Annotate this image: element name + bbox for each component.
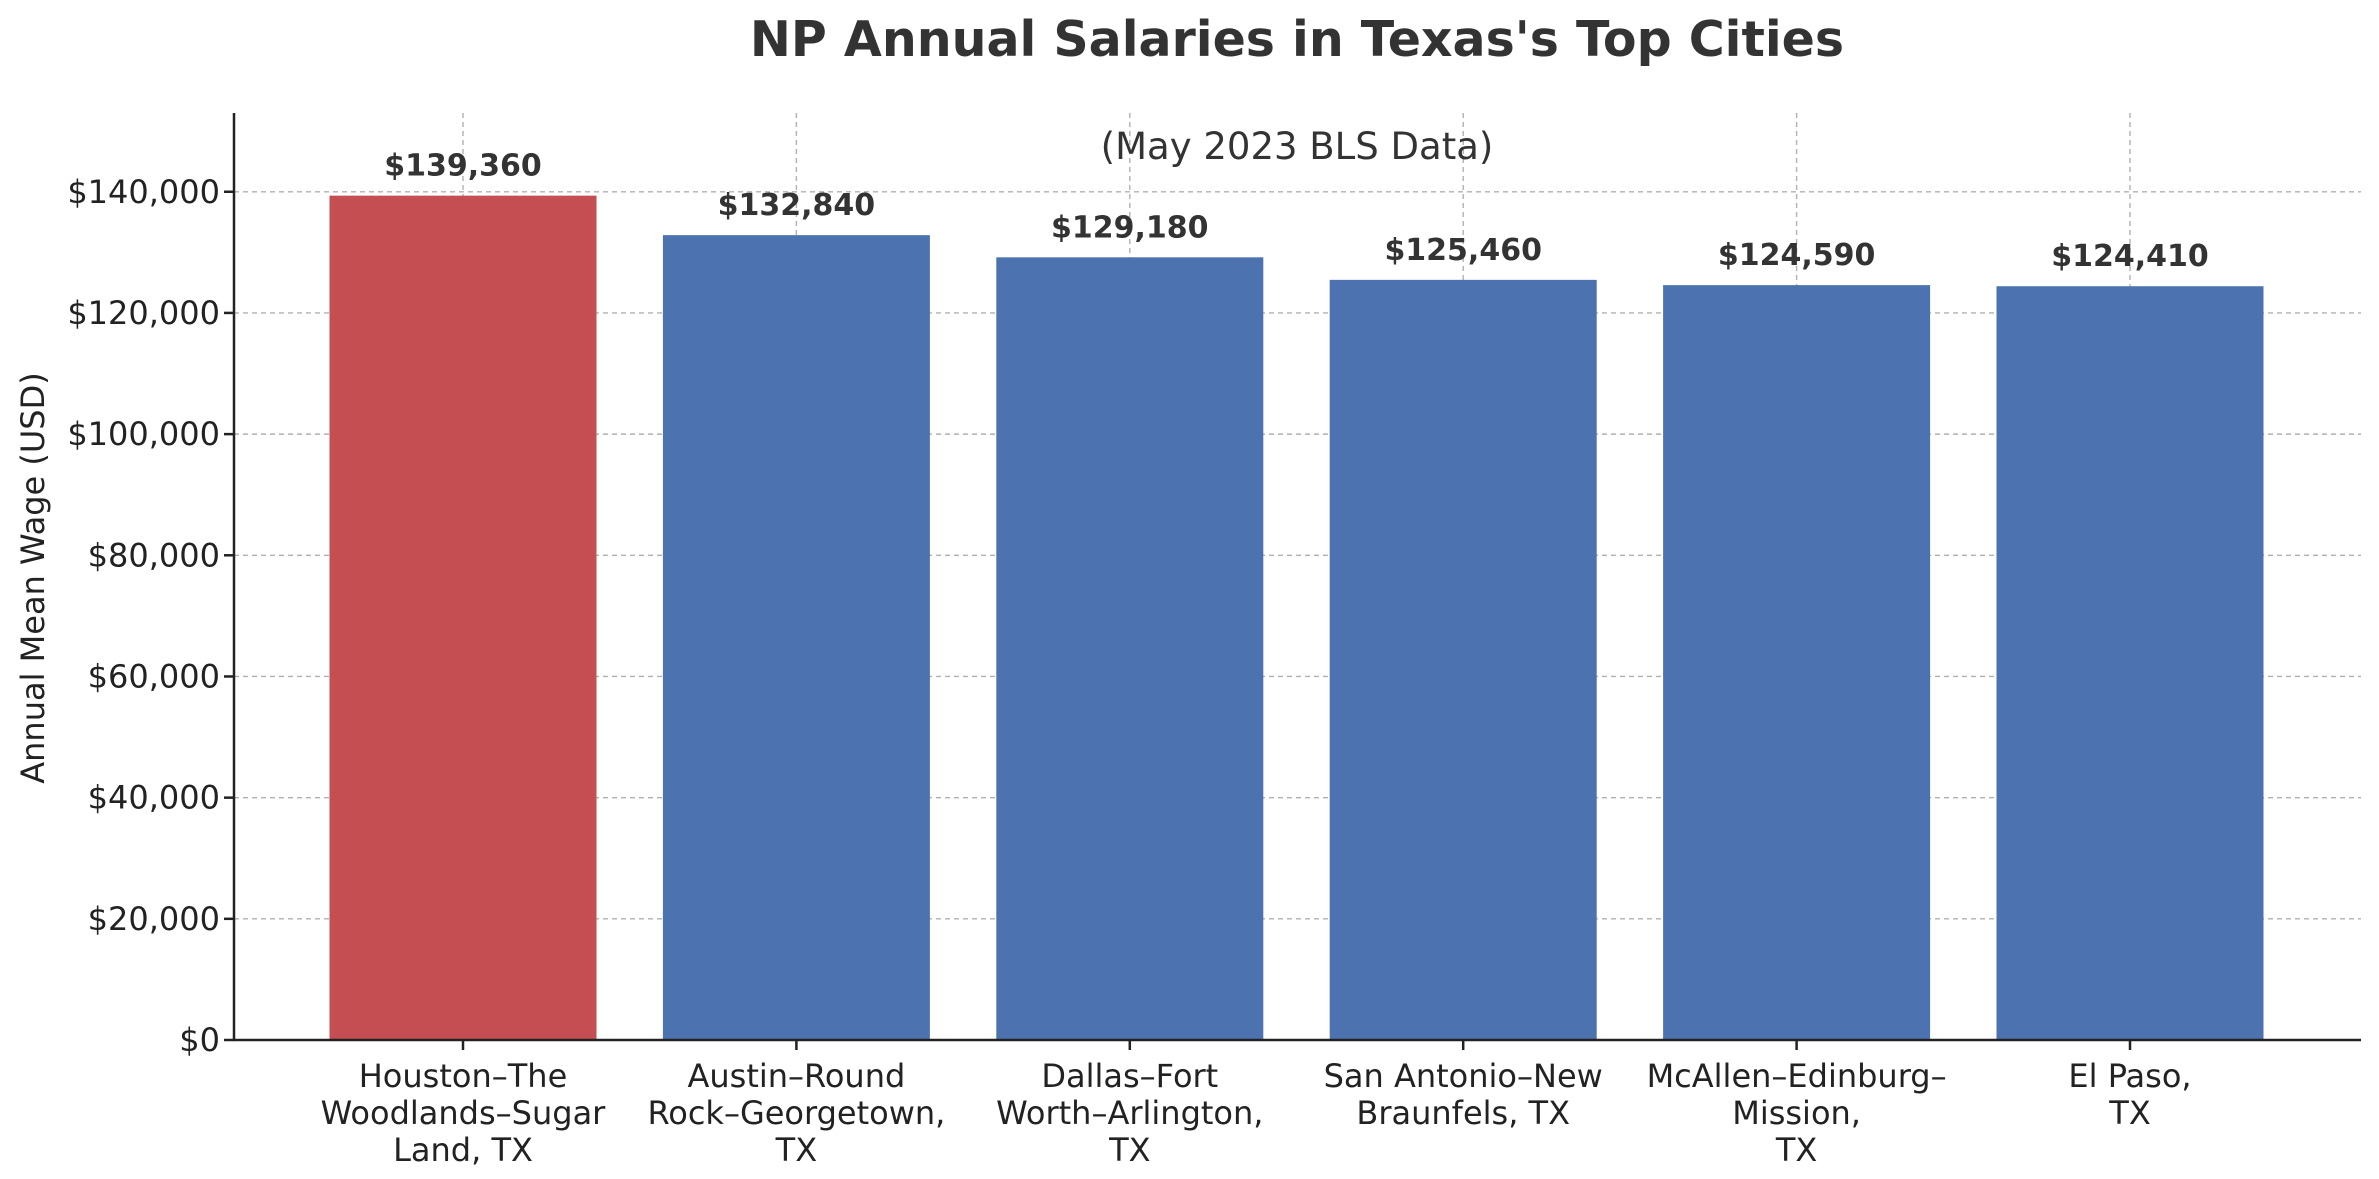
data-labels: $139,360 $132,840 $129,180 $125,460 $124,590… xyxy=(384,149,2209,275)
data-label: $129,180 xyxy=(1051,210,1209,245)
chart-subtitle: (May 2023 BLS Data) xyxy=(1101,125,1494,168)
x-axis-ticks: Houston–The Woodlands–Sugar Land, TX Austin… xyxy=(321,1040,2192,1169)
bar xyxy=(1329,279,1597,1040)
y-tick-label: $40,000 xyxy=(88,779,220,817)
bar xyxy=(1663,285,1931,1040)
bar xyxy=(662,235,930,1041)
x-tick-label: Houston–The Woodlands–Sugar Land, TX xyxy=(321,1057,607,1169)
data-label: $124,590 xyxy=(1718,238,1876,273)
y-tick-label: $100,000 xyxy=(67,415,220,453)
data-label: $139,360 xyxy=(384,149,542,184)
data-label: $132,840 xyxy=(718,188,876,223)
y-axis-label: Annual Mean Wage (USD) xyxy=(14,372,52,783)
x-tick-label: El Paso, TX xyxy=(2068,1057,2191,1132)
x-tick-label: McAllen–Edinburg– Mission, TX xyxy=(1647,1057,1947,1169)
y-axis-ticks: $0 $20,000 $40,000 $60,000 $80,000 $100,000 $1… xyxy=(67,173,234,1059)
bar xyxy=(329,195,597,1041)
y-tick-label: $80,000 xyxy=(88,536,220,574)
bars xyxy=(329,195,2264,1041)
data-label: $125,460 xyxy=(1384,233,1542,268)
chart-title: NP Annual Salaries in Texas's Top Cities xyxy=(750,11,1844,68)
data-label: $124,410 xyxy=(2051,239,2209,274)
x-tick-label: Austin–Round Rock–Georgetown, TX xyxy=(647,1057,945,1169)
y-tick-label: $0 xyxy=(179,1021,220,1059)
x-tick-label: Dallas–Fort Worth–Arlington, TX xyxy=(996,1057,1263,1169)
y-tick-label: $120,000 xyxy=(67,294,220,332)
y-tick-label: $20,000 xyxy=(88,900,220,938)
bar xyxy=(1996,286,2264,1040)
x-tick-label: San Antonio–New Braunfels, TX xyxy=(1324,1057,1603,1132)
bar xyxy=(996,257,1264,1040)
y-tick-label: $60,000 xyxy=(88,657,220,695)
y-tick-label: $140,000 xyxy=(67,173,220,211)
